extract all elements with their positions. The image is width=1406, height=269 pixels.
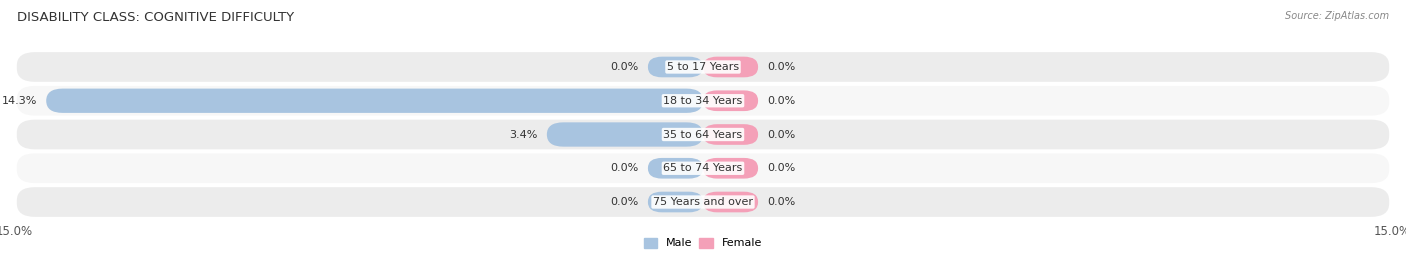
Text: Source: ZipAtlas.com: Source: ZipAtlas.com	[1285, 11, 1389, 21]
Text: 75 Years and over: 75 Years and over	[652, 197, 754, 207]
FancyBboxPatch shape	[703, 158, 758, 179]
Text: 0.0%: 0.0%	[768, 163, 796, 173]
FancyBboxPatch shape	[703, 57, 758, 77]
Text: 0.0%: 0.0%	[768, 62, 796, 72]
Text: 0.0%: 0.0%	[768, 197, 796, 207]
FancyBboxPatch shape	[547, 122, 703, 147]
Text: 0.0%: 0.0%	[610, 62, 638, 72]
FancyBboxPatch shape	[648, 124, 703, 145]
FancyBboxPatch shape	[648, 90, 703, 111]
Text: 0.0%: 0.0%	[610, 197, 638, 207]
Text: 18 to 34 Years: 18 to 34 Years	[664, 96, 742, 106]
Legend: Male, Female: Male, Female	[640, 233, 766, 253]
FancyBboxPatch shape	[17, 187, 1389, 217]
Text: 35 to 64 Years: 35 to 64 Years	[664, 129, 742, 140]
FancyBboxPatch shape	[703, 192, 758, 212]
FancyBboxPatch shape	[648, 192, 703, 212]
Text: 0.0%: 0.0%	[610, 163, 638, 173]
Text: 5 to 17 Years: 5 to 17 Years	[666, 62, 740, 72]
FancyBboxPatch shape	[17, 153, 1389, 183]
Text: 65 to 74 Years: 65 to 74 Years	[664, 163, 742, 173]
FancyBboxPatch shape	[17, 52, 1389, 82]
FancyBboxPatch shape	[703, 90, 758, 111]
FancyBboxPatch shape	[648, 158, 703, 179]
FancyBboxPatch shape	[17, 86, 1389, 116]
Text: DISABILITY CLASS: COGNITIVE DIFFICULTY: DISABILITY CLASS: COGNITIVE DIFFICULTY	[17, 11, 294, 24]
Text: 0.0%: 0.0%	[768, 129, 796, 140]
FancyBboxPatch shape	[46, 89, 703, 113]
FancyBboxPatch shape	[17, 120, 1389, 149]
FancyBboxPatch shape	[648, 57, 703, 77]
Text: 3.4%: 3.4%	[509, 129, 537, 140]
Text: 14.3%: 14.3%	[1, 96, 37, 106]
Text: 0.0%: 0.0%	[768, 96, 796, 106]
FancyBboxPatch shape	[703, 124, 758, 145]
